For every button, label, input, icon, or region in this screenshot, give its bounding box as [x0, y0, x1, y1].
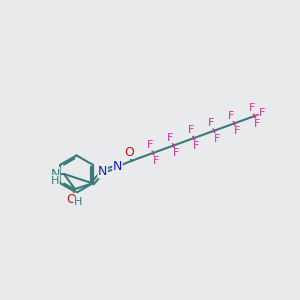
Text: F: F — [167, 133, 174, 143]
Text: F: F — [193, 141, 200, 151]
Text: F: F — [214, 134, 220, 144]
Text: F: F — [153, 156, 159, 166]
Text: F: F — [228, 110, 235, 121]
Text: F: F — [173, 148, 179, 158]
Text: F: F — [234, 126, 240, 136]
Text: O: O — [124, 146, 134, 158]
Text: F: F — [208, 118, 214, 128]
Text: F: F — [259, 108, 266, 118]
Text: H: H — [74, 197, 82, 207]
Text: H: H — [51, 176, 59, 186]
Text: N: N — [113, 160, 122, 173]
Text: O: O — [67, 194, 76, 206]
Text: N: N — [50, 167, 60, 181]
Text: N: N — [98, 165, 107, 178]
Text: F: F — [254, 119, 261, 129]
Text: F: F — [188, 125, 194, 135]
Text: F: F — [147, 140, 153, 150]
Text: F: F — [248, 103, 255, 113]
